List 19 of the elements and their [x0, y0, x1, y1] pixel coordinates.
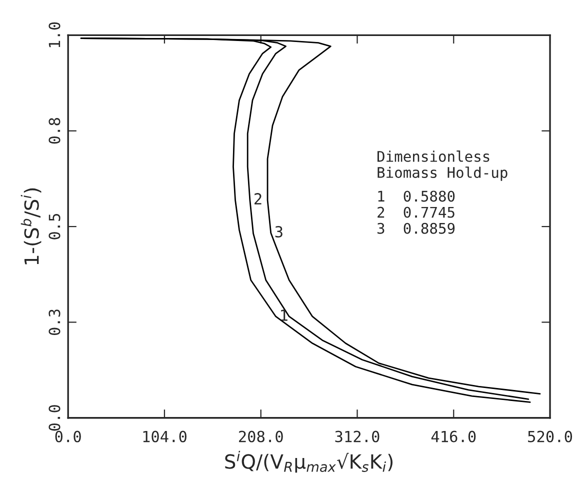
annotation: 3 [275, 226, 282, 238]
annotation: 2 0.7745 [378, 206, 454, 218]
x-tick-label: 104.0 [143, 430, 186, 442]
y-axis-title: 1-(S$^{b}$/S$^{i}$) [20, 188, 42, 264]
y-tick-label: 1.0 [48, 22, 60, 48]
y-tick-label: 0.8 [48, 118, 60, 144]
annotation: 1 0.5880 [378, 190, 455, 202]
x-tick-label: 416.0 [431, 430, 476, 442]
annotation: Biomass Hold-up [378, 166, 508, 181]
y-tick-label: 0.5 [48, 214, 60, 240]
x-tick-label: 208.0 [239, 430, 283, 442]
y-tick-label: 0.3 [48, 310, 60, 336]
annotation: Dimensionless [378, 150, 490, 162]
x-tick-label: 520.0 [528, 430, 572, 442]
x-tick-label: 312.0 [335, 430, 380, 442]
annotation: 3 0.8859 [378, 222, 455, 234]
text: S$^{i}$Q/(V$_{R}$μ$_{max}$√K$_{s}$K$_{i}$) [225, 450, 393, 473]
annotation: 2 [254, 193, 262, 204]
annotation: 1 [281, 310, 288, 321]
